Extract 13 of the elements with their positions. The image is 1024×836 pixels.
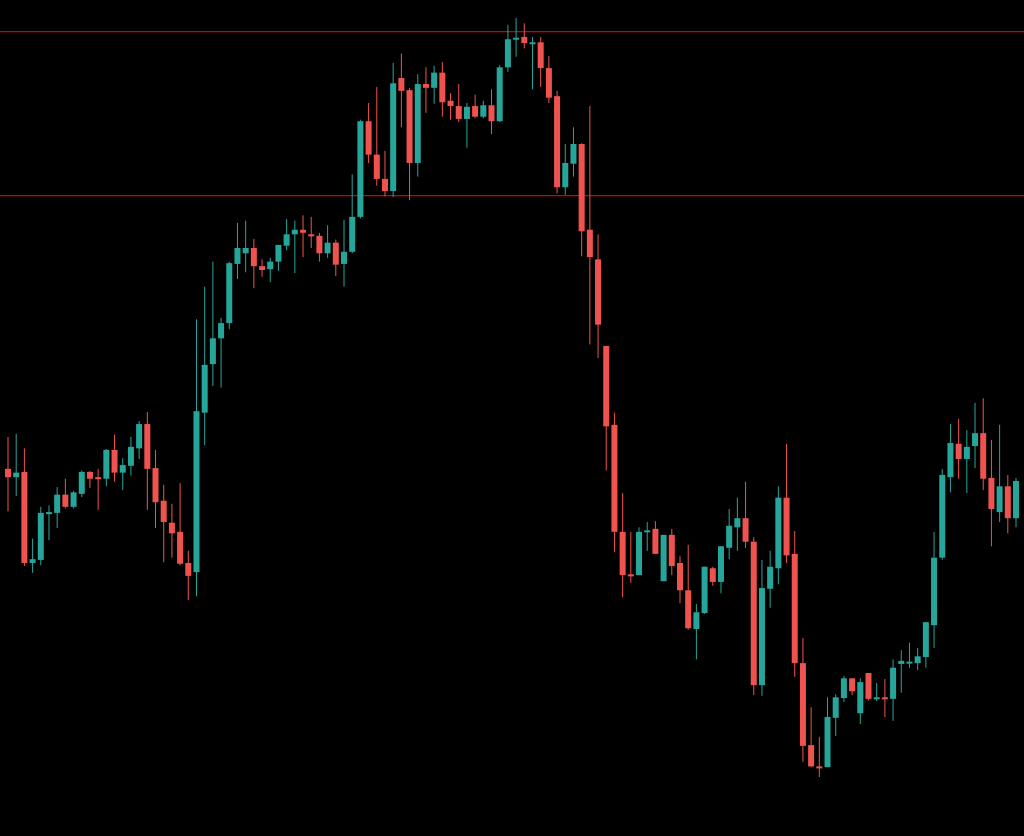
candlestick	[529, 36, 536, 90]
candlestick	[898, 650, 905, 693]
candlestick	[627, 531, 634, 583]
candlestick	[95, 468, 102, 510]
candlestick	[513, 18, 520, 57]
candlestick	[644, 521, 651, 551]
candlestick	[906, 642, 913, 668]
candlestick	[422, 67, 429, 113]
candlestick	[308, 216, 315, 248]
candlestick	[881, 679, 888, 718]
candlestick	[45, 505, 52, 541]
candlestick	[816, 736, 823, 777]
candlestick	[300, 215, 307, 258]
